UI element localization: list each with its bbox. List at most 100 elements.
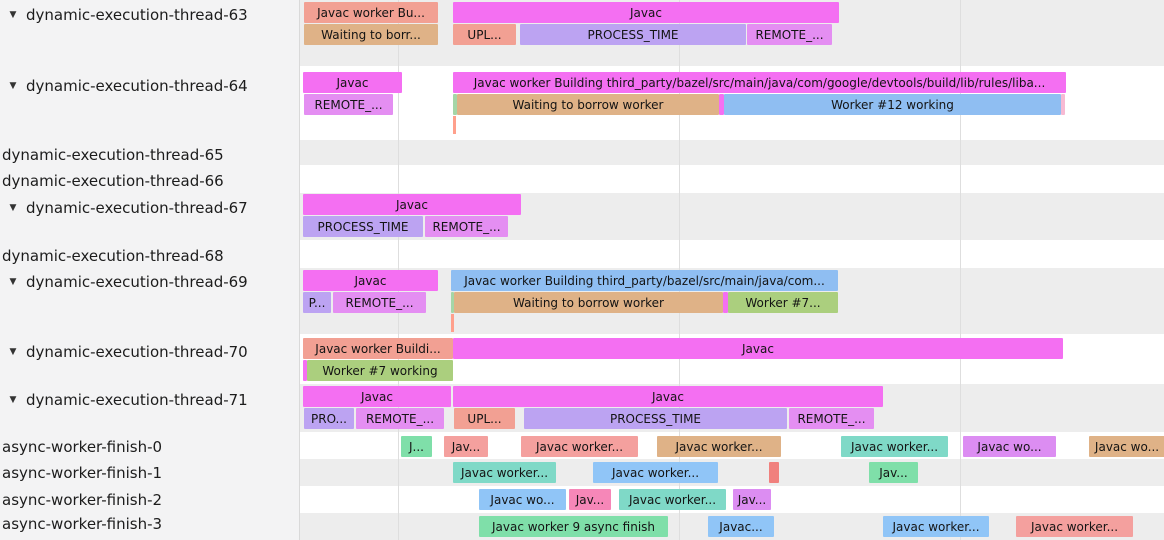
- trace-slice[interactable]: Javac worker Bu...: [304, 2, 438, 23]
- trace-slice[interactable]: Javac worker...: [521, 436, 638, 457]
- trace-slice[interactable]: PROCESS_TIME: [520, 24, 746, 45]
- trace-slice[interactable]: Waiting to borrow worker: [457, 94, 719, 115]
- trace-slice[interactable]: Waiting to borrow worker: [454, 292, 723, 313]
- trace-slice[interactable]: [303, 360, 307, 381]
- track-name-text: async-worker-finish-2: [2, 491, 163, 509]
- collapse-arrow-icon[interactable]: ▼: [9, 347, 17, 357]
- trace-slice[interactable]: Javac: [453, 386, 883, 407]
- trace-slice-label: Javac wo...: [490, 492, 555, 507]
- trace-slice[interactable]: Javac worker...: [841, 436, 948, 457]
- trace-slice[interactable]: Jav...: [444, 436, 488, 457]
- collapse-arrow-icon[interactable]: ▼: [9, 277, 17, 287]
- trace-slice-label: Javac: [652, 389, 684, 404]
- trace-slice[interactable]: [1061, 94, 1065, 115]
- trace-slice[interactable]: Javac worker Buildi...: [303, 338, 453, 359]
- trace-slice[interactable]: REMOTE_...: [425, 216, 508, 237]
- track-label-async-worker-finish-2: async-worker-finish-2: [0, 490, 299, 510]
- trace-slice[interactable]: Javac worker Building third_party/bazel/…: [453, 72, 1066, 93]
- trace-slice[interactable]: Javac worker...: [593, 462, 718, 483]
- trace-slice[interactable]: UPL...: [453, 24, 516, 45]
- trace-slice-label: UPL...: [467, 27, 502, 42]
- trace-slice[interactable]: Javac: [303, 72, 402, 93]
- trace-slice[interactable]: P...: [303, 292, 331, 313]
- trace-slice-label: Javac worker...: [628, 492, 717, 507]
- track-name-text: dynamic-execution-thread-63: [26, 6, 248, 24]
- trace-slice[interactable]: Jav...: [869, 462, 918, 483]
- trace-slice-label: Javac wo...: [1094, 439, 1160, 454]
- trace-slice-label: Javac worker 9 async finish: [491, 519, 656, 534]
- trace-slice[interactable]: REMOTE_...: [747, 24, 832, 45]
- trace-slice[interactable]: Javac worker...: [619, 489, 726, 510]
- trace-slice[interactable]: [723, 292, 728, 313]
- timeline-canvas: Javac worker Bu... Javac Waiting to borr..…: [299, 0, 1164, 540]
- trace-slice[interactable]: Javac...: [708, 516, 774, 537]
- trace-slice[interactable]: Worker #12 working: [724, 94, 1061, 115]
- trace-slice[interactable]: PRO...: [304, 408, 354, 429]
- trace-slice[interactable]: Javac worker Building third_party/bazel/…: [451, 270, 838, 291]
- track-name-text: dynamic-execution-thread-70: [26, 343, 248, 361]
- track-sidebar: ▼ dynamic-execution-thread-63 ▼ dynamic-exe…: [0, 0, 299, 540]
- track-band-dynamic-execution-thread-66: [300, 165, 1164, 193]
- track-label-dynamic-execution-thread-68: dynamic-execution-thread-68: [0, 246, 299, 266]
- track-name-text: dynamic-execution-thread-68: [2, 247, 224, 265]
- track-name-text: async-worker-finish-0: [2, 438, 163, 456]
- trace-slice[interactable]: PROCESS_TIME: [303, 216, 423, 237]
- trace-slice-label: Javac worker...: [535, 439, 624, 454]
- track-name-text: dynamic-execution-thread-71: [26, 391, 248, 409]
- trace-slice[interactable]: Javac wo...: [479, 489, 566, 510]
- trace-slice-label: Jav...: [575, 492, 605, 507]
- trace-slice[interactable]: Javac: [303, 386, 451, 407]
- trace-slice[interactable]: Javac worker...: [657, 436, 781, 457]
- trace-slice[interactable]: Javac: [303, 270, 438, 291]
- track-label-dynamic-execution-thread-66: dynamic-execution-thread-66: [0, 171, 299, 191]
- track-band-dynamic-execution-thread-65: [300, 140, 1164, 165]
- trace-slice-label: Javac: [354, 273, 387, 288]
- collapse-arrow-icon[interactable]: ▼: [9, 203, 17, 213]
- trace-slice-label: Worker #7...: [745, 295, 821, 310]
- trace-slice[interactable]: [451, 292, 454, 313]
- trace-slice-label: Javac...: [719, 519, 763, 534]
- trace-slice[interactable]: Waiting to borr...: [304, 24, 438, 45]
- trace-slice[interactable]: UPL...: [454, 408, 515, 429]
- trace-slice[interactable]: Javac: [453, 2, 839, 23]
- trace-slice[interactable]: Javac wo...: [963, 436, 1056, 457]
- trace-slice[interactable]: REMOTE_...: [789, 408, 874, 429]
- trace-slice[interactable]: REMOTE_...: [304, 94, 393, 115]
- trace-slice[interactable]: Jav...: [569, 489, 611, 510]
- trace-slice-label: P...: [308, 295, 326, 310]
- trace-slice[interactable]: [769, 462, 779, 483]
- track-label-dynamic-execution-thread-63: ▼ dynamic-execution-thread-63: [0, 5, 299, 25]
- trace-slice[interactable]: Javac: [303, 194, 521, 215]
- trace-slice[interactable]: REMOTE_...: [333, 292, 426, 313]
- collapse-arrow-icon[interactable]: ▼: [9, 81, 17, 91]
- trace-slice[interactable]: J...: [401, 436, 432, 457]
- trace-slice[interactable]: Javac worker...: [453, 462, 556, 483]
- collapse-arrow-icon[interactable]: ▼: [9, 10, 17, 20]
- trace-slice[interactable]: Worker #7...: [728, 292, 838, 313]
- track-band-async-worker-finish-1: [300, 459, 1164, 486]
- instant-event-tick[interactable]: [453, 116, 456, 134]
- collapse-arrow-icon[interactable]: ▼: [9, 395, 17, 405]
- trace-slice[interactable]: [719, 94, 724, 115]
- trace-slice-label: Javac wo...: [977, 439, 1042, 454]
- trace-slice-label: Javac worker Bu...: [317, 5, 425, 20]
- trace-slice-label: Javac worker Building third_party/bazel/…: [473, 75, 1046, 90]
- instant-event-tick[interactable]: [451, 314, 454, 332]
- trace-slice-label: Javac worker...: [850, 439, 939, 454]
- trace-slice[interactable]: PROCESS_TIME: [524, 408, 787, 429]
- trace-slice-label: Jav...: [879, 465, 908, 480]
- trace-slice[interactable]: [453, 94, 457, 115]
- trace-slice[interactable]: Javac worker...: [1016, 516, 1133, 537]
- track-name-text: dynamic-execution-thread-69: [26, 273, 248, 291]
- trace-slice[interactable]: Javac worker 9 async finish: [479, 516, 668, 537]
- trace-slice[interactable]: Jav...: [733, 489, 771, 510]
- trace-slice[interactable]: Worker #7 working: [307, 360, 453, 381]
- trace-slice[interactable]: Javac: [453, 338, 1063, 359]
- trace-slice[interactable]: Javac worker...: [883, 516, 989, 537]
- trace-slice[interactable]: Javac wo...: [1089, 436, 1164, 457]
- track-label-async-worker-finish-3: async-worker-finish-3: [0, 514, 299, 534]
- trace-slice-label: PROCESS_TIME: [609, 411, 702, 426]
- trace-slice[interactable]: REMOTE_...: [356, 408, 444, 429]
- trace-slice-label: Worker #7 working: [322, 363, 438, 378]
